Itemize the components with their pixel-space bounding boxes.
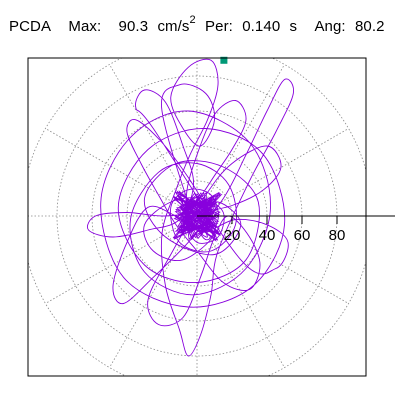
chart-header: PCDA Max: 90.3 cm/s2 Per: 0.140 s Ang: 8…	[9, 14, 385, 35]
radial-tick-label-40: 40	[259, 227, 276, 244]
max-unit: cm/s	[157, 18, 190, 35]
max-label: Max:	[68, 18, 102, 35]
radial-tick-label-60: 60	[294, 227, 311, 244]
grid-spoke-30	[196, 128, 349, 217]
grid-spoke-240	[109, 215, 198, 368]
grid-spoke-210	[45, 215, 198, 304]
plot-frame	[27, 57, 367, 377]
record-type-label: PCDA	[9, 18, 52, 35]
period-value: 0.140	[242, 18, 281, 35]
period-label: Per:	[205, 18, 233, 35]
peak-marker	[220, 56, 228, 64]
angle-label: Ang:	[314, 18, 346, 35]
radial-tick-label-20: 20	[224, 227, 241, 244]
grid-spoke-330	[196, 215, 349, 304]
grid-spoke-150	[45, 128, 198, 217]
grid-spoke-60	[196, 64, 285, 217]
radial-tick-label-80: 80	[329, 227, 346, 244]
orbit-core-trace	[172, 190, 223, 242]
angle-value: 80.2	[354, 18, 385, 35]
period-unit: s	[289, 18, 298, 35]
grid-spoke-120	[109, 64, 198, 217]
max-unit-exponent: 2	[189, 14, 196, 26]
orbit-trace	[87, 58, 294, 357]
max-value: 90.3	[118, 18, 149, 35]
